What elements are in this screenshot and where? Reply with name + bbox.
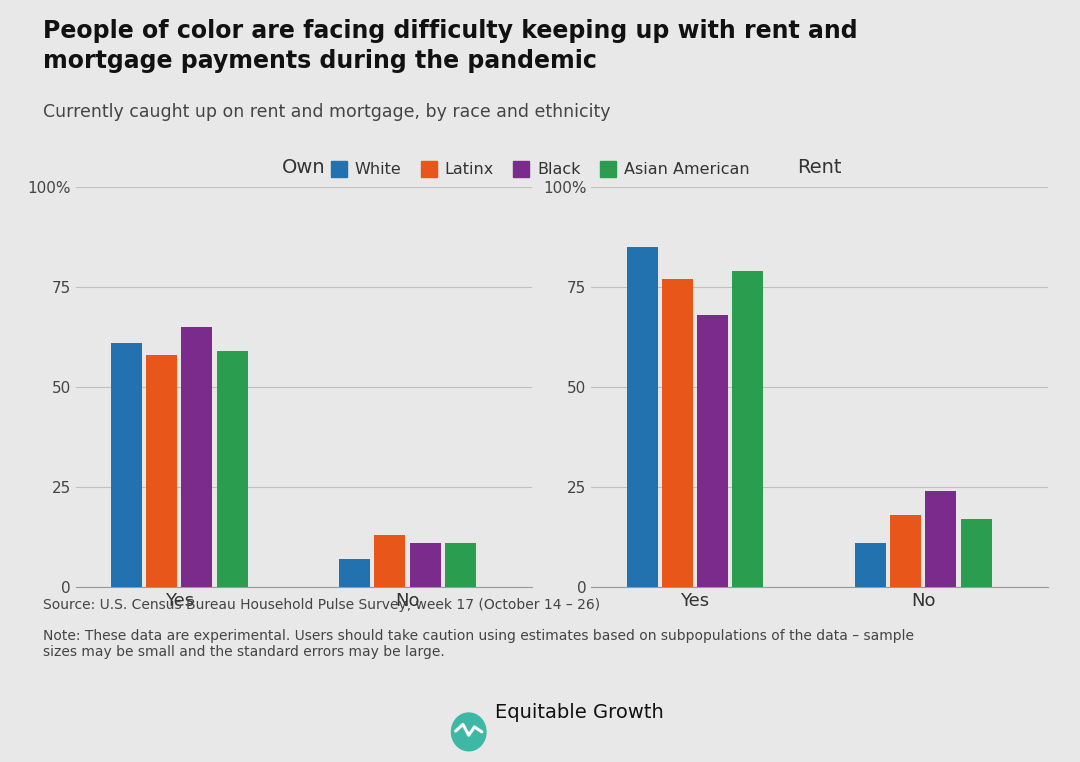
Text: Equitable Growth: Equitable Growth <box>495 703 663 722</box>
Bar <box>732 271 764 587</box>
Polygon shape <box>451 713 486 751</box>
Bar <box>217 351 247 587</box>
Bar <box>626 247 658 587</box>
Text: Note: These data are experimental. Users should take caution using estimates bas: Note: These data are experimental. Users… <box>43 629 914 659</box>
Bar <box>111 343 141 587</box>
Bar <box>662 279 693 587</box>
Bar <box>697 315 728 587</box>
Bar <box>445 543 476 587</box>
Bar <box>339 559 370 587</box>
Bar <box>375 535 405 587</box>
Bar <box>409 543 441 587</box>
Title: Rent: Rent <box>797 158 841 177</box>
Bar <box>146 355 177 587</box>
Text: People of color are facing difficulty keeping up with rent and
mortgage payments: People of color are facing difficulty ke… <box>43 19 858 72</box>
Bar <box>181 327 213 587</box>
Legend: White, Latinx, Black, Asian American: White, Latinx, Black, Asian American <box>324 154 756 184</box>
Bar <box>890 515 921 587</box>
Bar <box>854 543 886 587</box>
Bar <box>960 519 991 587</box>
Text: Source: U.S. Census Bureau Household Pulse Survey, week 17 (October 14 – 26): Source: U.S. Census Bureau Household Pul… <box>43 598 600 612</box>
Title: Own: Own <box>282 158 325 177</box>
Text: Currently caught up on rent and mortgage, by race and ethnicity: Currently caught up on rent and mortgage… <box>43 103 610 121</box>
Bar <box>926 491 956 587</box>
